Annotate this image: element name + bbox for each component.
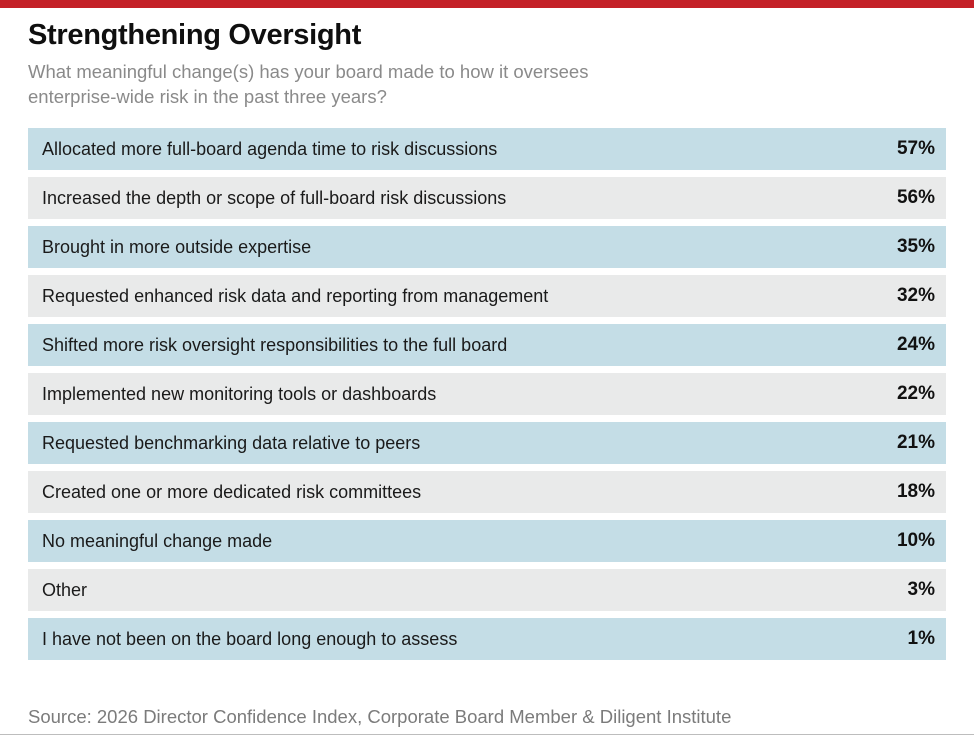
row-label: Created one or more dedicated risk commi…	[42, 481, 422, 502]
table-row: Shifted more risk oversight responsibili…	[28, 324, 946, 366]
row-label: Shifted more risk oversight responsibili…	[42, 334, 508, 355]
table-row: I have not been on the board long enough…	[28, 618, 946, 660]
row-value: 57%	[896, 138, 935, 159]
row-value: 56%	[896, 187, 935, 208]
table-row: No meaningful change made 10%	[28, 520, 946, 562]
table-row: Increased the depth or scope of full-boa…	[28, 177, 946, 219]
row-label: Increased the depth or scope of full-boa…	[42, 187, 507, 208]
chart-content: Strengthening Oversight What meaningful …	[0, 19, 974, 660]
table-row: Brought in more outside expertise 35%	[28, 226, 946, 268]
row-label: Brought in more outside expertise	[42, 236, 312, 257]
row-value: 35%	[896, 236, 935, 257]
row-value: 10%	[896, 530, 935, 551]
table-row: Created one or more dedicated risk commi…	[28, 471, 946, 513]
subtitle-line-2: enterprise-wide risk in the past three y…	[28, 86, 387, 107]
page-title: Strengthening Oversight	[28, 19, 362, 51]
table-row: Other 3%	[28, 569, 946, 611]
row-label: Requested enhanced risk data and reporti…	[42, 285, 549, 306]
table-row: Implemented new monitoring tools or dash…	[28, 373, 946, 415]
top-accent-bar	[0, 0, 974, 8]
subtitle-line-1: What meaningful change(s) has your board…	[28, 61, 589, 82]
row-label: Requested benchmarking data relative to …	[42, 432, 421, 453]
row-value: 32%	[896, 285, 935, 306]
survey-results-list: Allocated more full-board agenda time to…	[28, 128, 946, 660]
page-subtitle: What meaningful change(s) has your board…	[28, 59, 946, 109]
table-row: Requested enhanced risk data and reporti…	[28, 275, 946, 317]
row-value: 3%	[907, 579, 935, 600]
row-value: 21%	[896, 432, 935, 453]
table-row: Requested benchmarking data relative to …	[28, 422, 946, 464]
source-attribution: Source: 2026 Director Confidence Index, …	[28, 706, 732, 727]
row-label: I have not been on the board long enough…	[42, 628, 458, 649]
row-label: Implemented new monitoring tools or dash…	[42, 383, 437, 404]
table-row: Allocated more full-board agenda time to…	[28, 128, 946, 170]
row-value: 18%	[896, 481, 935, 502]
row-label: Allocated more full-board agenda time to…	[42, 138, 498, 159]
row-value: 22%	[896, 383, 935, 404]
bottom-rule	[0, 734, 974, 735]
row-label: No meaningful change made	[42, 530, 273, 551]
row-value: 24%	[896, 334, 935, 355]
row-value: 1%	[907, 628, 935, 649]
row-label: Other	[42, 579, 88, 600]
